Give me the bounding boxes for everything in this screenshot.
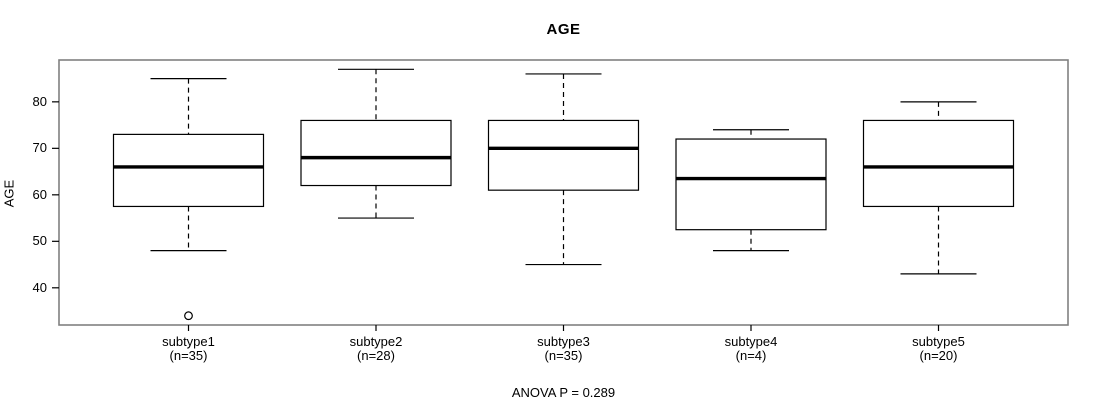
category-name: subtype4 xyxy=(724,334,778,349)
x-category-label-subtype1: subtype1 (n=35) xyxy=(104,335,274,363)
category-sample-size: (n=20) xyxy=(919,348,958,363)
category-sample-size: (n=35) xyxy=(544,348,583,363)
boxplot-subtype2 xyxy=(300,68,452,219)
x-category-label-subtype5: subtype5 (n=20) xyxy=(854,335,1024,363)
iqr-box xyxy=(675,138,827,231)
y-tick-label: 60 xyxy=(32,186,47,202)
category-sample-size: (n=28) xyxy=(357,348,395,363)
category-sample-size: (n=4) xyxy=(735,348,767,363)
x-category-label-subtype2: subtype2 (n=28) xyxy=(291,335,461,363)
iqr-box xyxy=(112,133,265,208)
iqr-box xyxy=(300,119,452,187)
category-name: subtype3 xyxy=(537,334,590,349)
boxplot-subtype1 xyxy=(112,77,265,321)
boxplot-subtype4 xyxy=(675,129,827,252)
x-category-label-subtype4: subtype4 (n=4) xyxy=(666,335,836,363)
outlier-point xyxy=(184,311,193,321)
iqr-box xyxy=(862,119,1015,208)
boxplot-subtype3 xyxy=(487,73,640,266)
category-name: subtype1 xyxy=(162,334,215,349)
anova-footnote: ANOVA P = 0.289 xyxy=(511,385,616,400)
y-tick-label: 40 xyxy=(32,279,47,295)
boxplot-subtype5 xyxy=(862,101,1015,275)
x-category-label-subtype3: subtype3 (n=35) xyxy=(479,335,649,363)
category-name: subtype2 xyxy=(349,334,403,349)
y-tick-label: 70 xyxy=(32,140,47,156)
chart-title: AGE xyxy=(546,21,581,38)
y-tick-label: 50 xyxy=(32,233,47,249)
category-name: subtype5 xyxy=(912,334,965,349)
y-tick-label: 80 xyxy=(32,93,47,109)
category-sample-size: (n=35) xyxy=(169,348,208,363)
iqr-box xyxy=(487,119,640,191)
